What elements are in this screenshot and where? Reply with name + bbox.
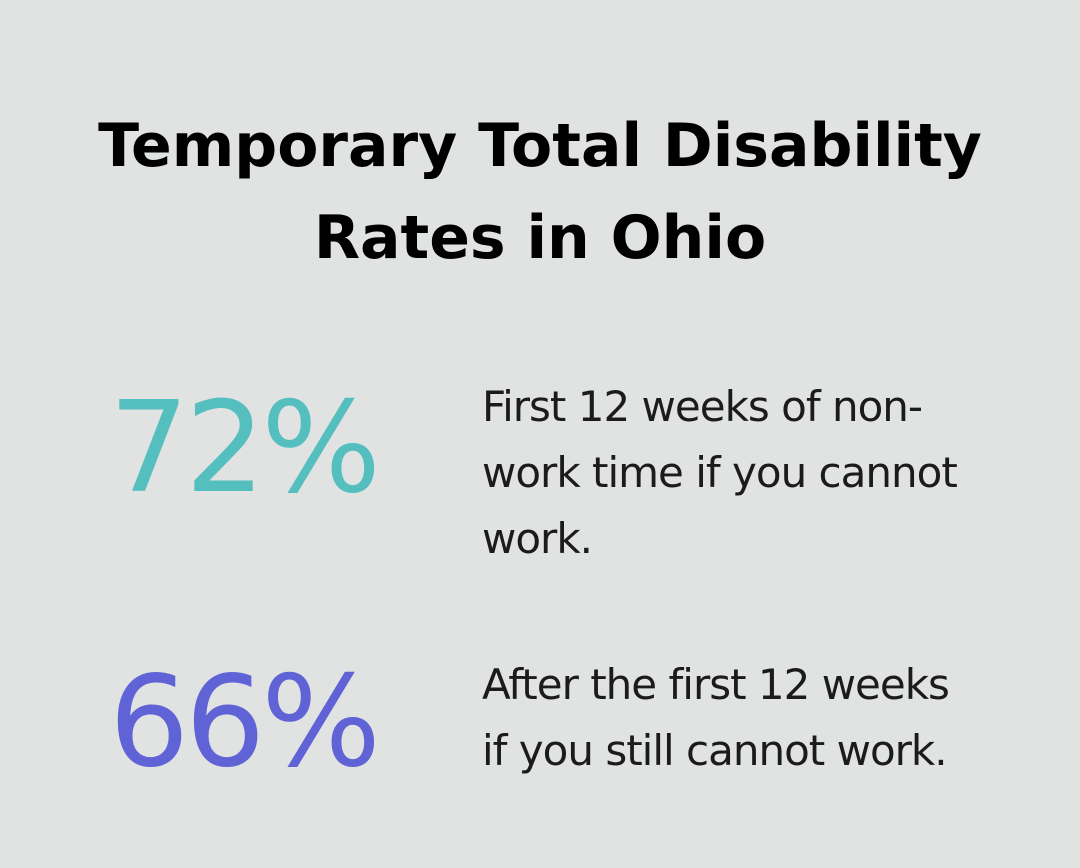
title-line-1: Temporary Total Disability xyxy=(98,111,982,181)
stat-description-line: After the first 12 weeks xyxy=(482,660,950,709)
title-line-2: Rates in Ohio xyxy=(313,203,767,273)
stat-value-66: 66% xyxy=(108,648,381,795)
stat-description-first-12-weeks: First 12 weeks of non- work time if you … xyxy=(482,374,1042,572)
stat-description-after-12-weeks: After the first 12 weeks if you still ca… xyxy=(482,652,1042,784)
stat-description-line: if you still cannot work. xyxy=(482,726,948,775)
stat-description-line: work time if you cannot xyxy=(482,448,958,497)
stat-value-72: 72% xyxy=(108,374,381,521)
stat-description-line: work. xyxy=(482,514,593,563)
stat-description-line: First 12 weeks of non- xyxy=(482,382,923,431)
page-title: Temporary Total Disability Rates in Ohio xyxy=(0,100,1080,284)
